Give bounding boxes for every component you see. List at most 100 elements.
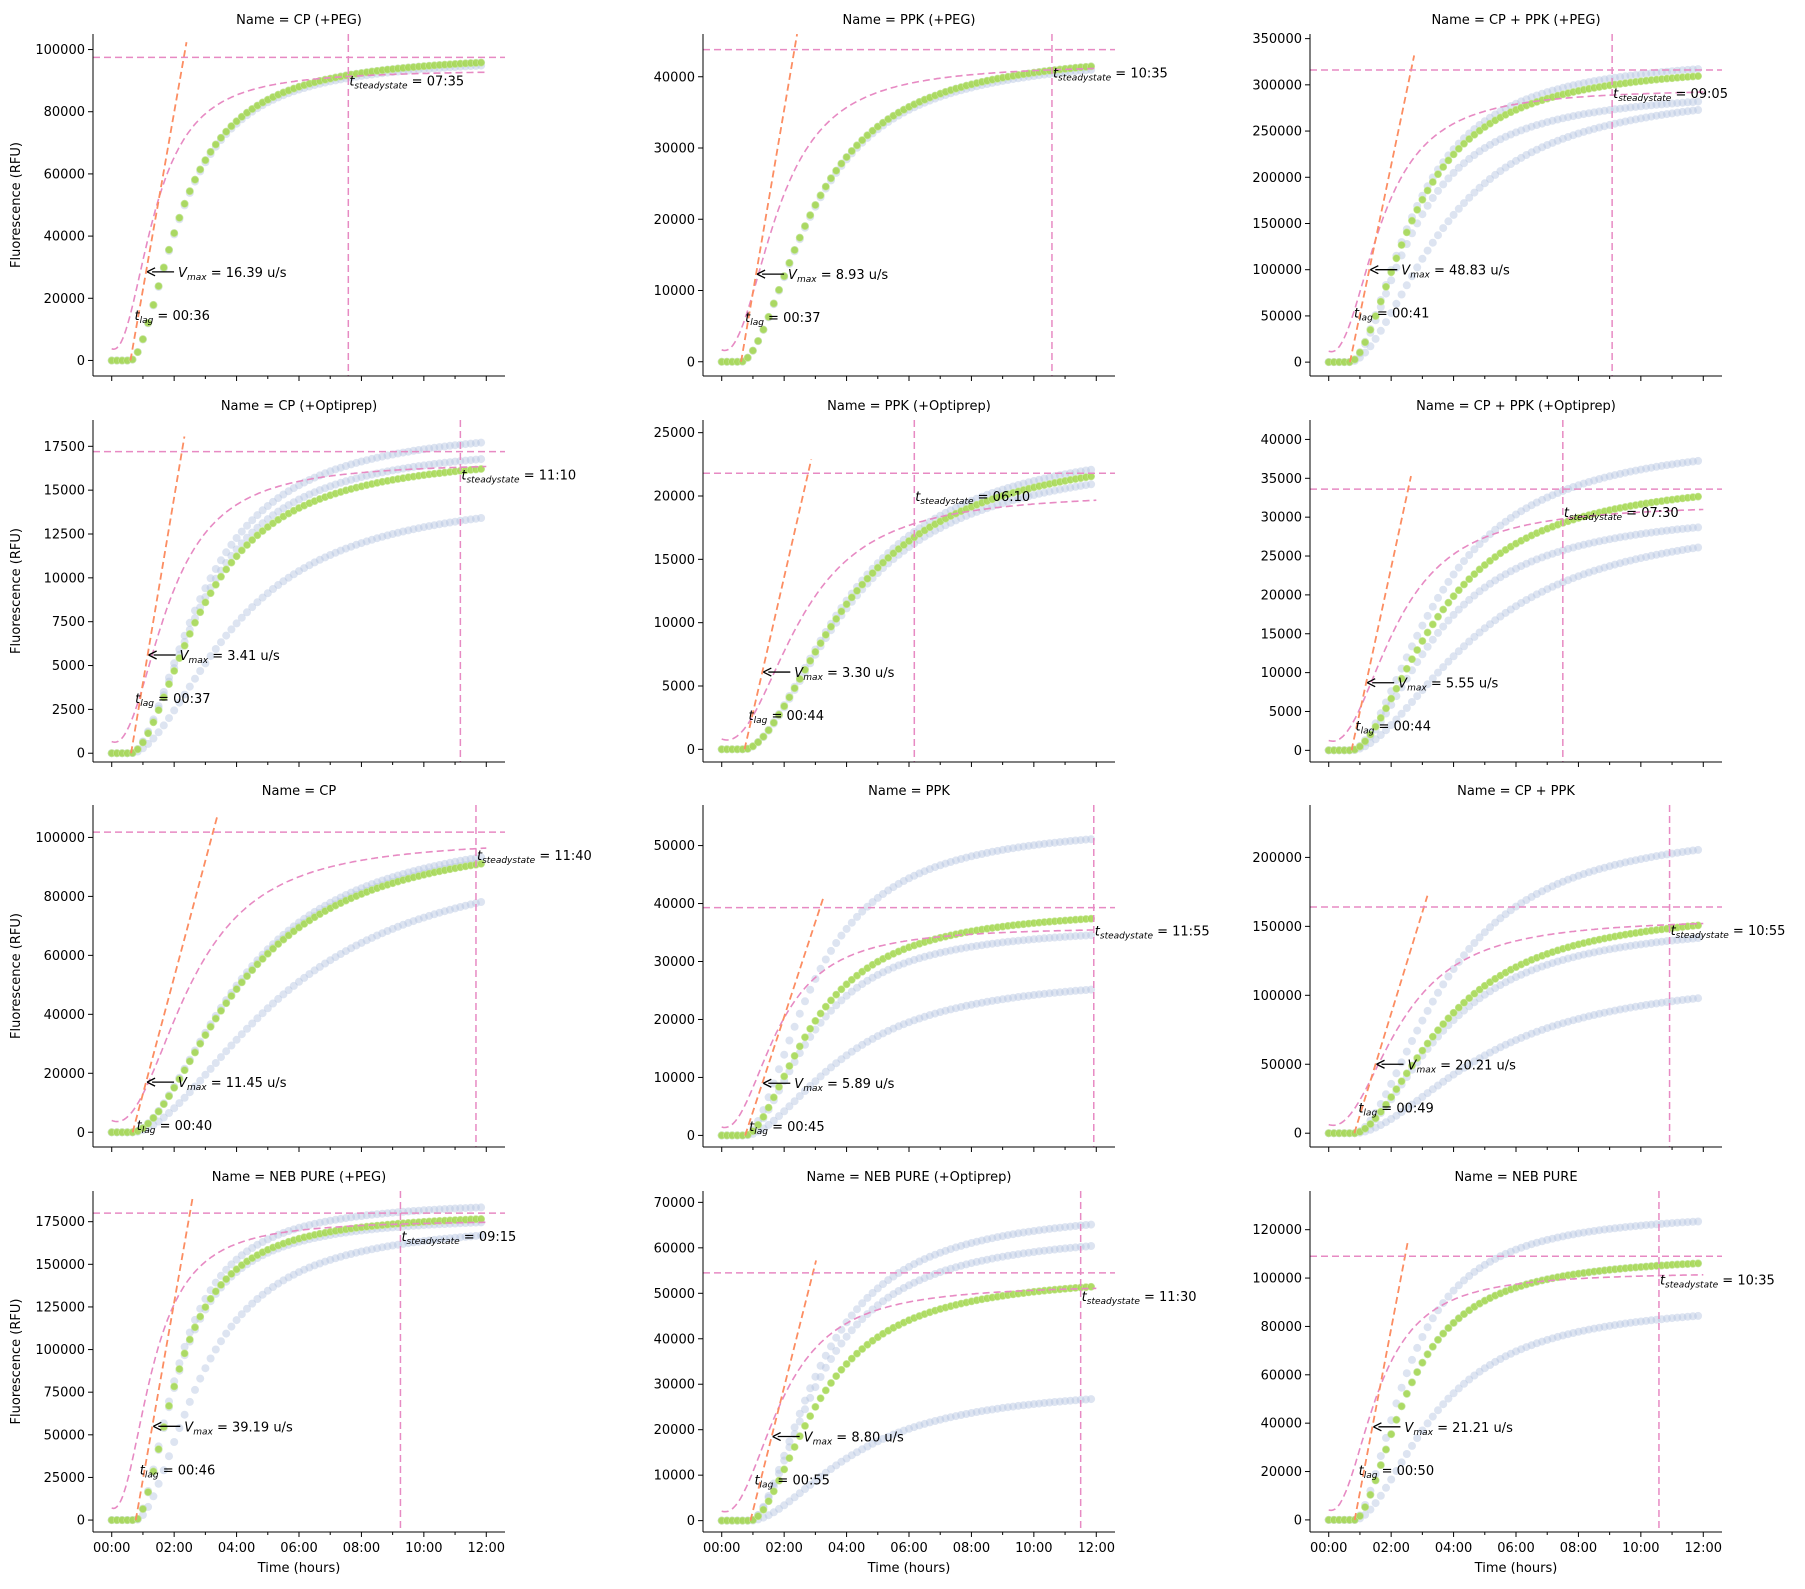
mean-point [227,558,236,567]
replicate-point [1668,526,1677,534]
replicate-point [326,467,335,476]
replicate-point [1040,1246,1049,1255]
mean-point [149,718,158,727]
replicate-point [1480,624,1489,633]
replicate-point [1501,978,1510,987]
plot-area [703,805,1115,1147]
replicate-point [1066,483,1075,492]
replicate-point [451,1204,460,1213]
replicate-point [1003,484,1012,492]
replicate-point [1024,991,1033,1000]
mean-point [832,1372,841,1380]
replicate-point [1647,551,1656,560]
x-tick-label: 00:00 [1310,1541,1347,1556]
replicate-point [419,1237,428,1246]
tsteady-subscript: steadystate [1058,74,1112,84]
replicate-point [1553,548,1562,557]
mean-point [816,639,825,648]
replicate-point [936,1008,945,1017]
mean-point [1460,580,1468,589]
y-tick-label: 12500 [44,528,85,543]
mean-point [1444,1324,1453,1332]
replicate-point [1683,847,1692,856]
replicate-point [451,904,460,913]
y-tick-label: 20000 [654,1013,695,1028]
replicate-point [1553,1233,1562,1242]
replicate-point [1683,107,1692,116]
replicate-point [1428,1412,1437,1421]
replicate-point [1418,1333,1427,1341]
replicate-point [1050,472,1059,481]
replicate-point [1465,1375,1474,1384]
replicate-point [1045,1398,1054,1407]
replicate-point [1647,101,1656,110]
replicate-point [1548,1234,1557,1243]
replicate-point [1475,147,1484,156]
y-tick-label: 15000 [654,553,695,568]
replicate-point [780,1501,789,1510]
replicate-point [1045,839,1054,848]
replicate-point [1428,194,1437,202]
replicate-point [1662,1314,1671,1323]
tsteady-value: = 11:40 [535,849,592,864]
replicate-point [894,1428,903,1437]
mean-point [853,1349,861,1358]
x-tick-label: 08:00 [953,1541,990,1556]
replicate-point [1003,845,1012,853]
tlag-subscript: lag [1364,1471,1378,1481]
replicate-point [253,1240,262,1249]
mean-point [1418,637,1427,645]
replicate-point [780,1107,789,1116]
replicate-point [957,1411,966,1419]
replicate-point [1050,1224,1059,1233]
mean-point [754,1121,762,1129]
replicate-point [1564,133,1573,141]
tlag-label: tlag = 00:50 [1359,1464,1434,1481]
mean-point [269,944,277,953]
replicate-point [477,455,486,464]
replicate-point [425,1236,434,1245]
replicate-point [461,855,470,864]
tlag-symbol: t [135,692,141,707]
mean-point [206,1294,215,1303]
replicate-point [1501,608,1510,617]
replicate-point [1066,1222,1075,1231]
replicate-point [910,1016,919,1025]
mean-point [237,1261,246,1270]
replicate-point [367,933,376,942]
replicate-point [1605,535,1614,544]
y-tick-label: 5000 [52,659,85,674]
replicate-point [321,484,330,493]
replicate-point [1408,1441,1416,1450]
x-tick-label: 12:00 [468,1541,505,1556]
replicate-point [972,1237,981,1246]
replicate-point [461,1204,470,1213]
mean-point [159,1423,168,1431]
replicate-point [1543,88,1552,97]
replicate-point [419,864,428,873]
replicate-point [206,1354,215,1363]
replicate-point [175,1359,184,1368]
replicate-point [873,970,882,979]
mean-point [1465,994,1474,1002]
mean-point [1475,565,1484,574]
vmax-symbol: V [180,649,190,664]
replicate-point [1050,486,1059,495]
replicate-point [310,1261,319,1270]
replicate-point [404,918,413,927]
replicate-point [1029,935,1038,944]
replicate-point [1480,144,1489,152]
replicate-point [1454,1384,1463,1393]
replicate-point [925,1252,934,1261]
mean-point [858,580,867,589]
replicate-point [1668,460,1677,469]
mean-point [790,246,799,254]
mean-point [764,726,773,735]
replicate-point [1081,481,1090,490]
replicate-point [284,986,293,995]
mean-point [1470,570,1479,578]
vmax-symbol: V [1404,1421,1414,1436]
replicate-point [764,1511,773,1520]
replicate-point [253,511,262,520]
replicate-point [853,983,861,992]
